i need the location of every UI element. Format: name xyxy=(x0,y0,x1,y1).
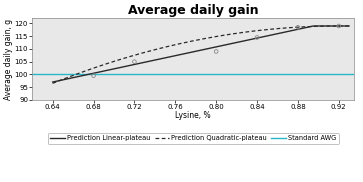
Point xyxy=(336,25,342,27)
Legend: Prediction Linear-plateau, Prediction Quadratic-plateau, Standard AWG: Prediction Linear-plateau, Prediction Qu… xyxy=(48,132,339,144)
Point xyxy=(131,60,137,63)
X-axis label: Lysine, %: Lysine, % xyxy=(175,111,211,120)
Point xyxy=(254,36,260,39)
Point xyxy=(91,74,97,77)
Point xyxy=(295,26,301,29)
Point xyxy=(213,50,219,53)
Y-axis label: Average daily gain, g: Average daily gain, g xyxy=(4,19,13,100)
Title: Average daily gain: Average daily gain xyxy=(128,4,258,17)
